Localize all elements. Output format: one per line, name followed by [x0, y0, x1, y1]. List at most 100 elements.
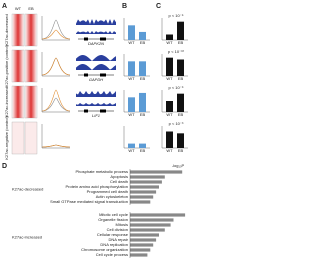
category-label: EB: [178, 76, 184, 81]
category-label: WT: [166, 112, 173, 117]
category-label: EB: [178, 148, 184, 153]
gene-label: DAPK2N: [88, 41, 104, 46]
term-label: Phosphate metabolic process: [76, 169, 128, 174]
bar: [128, 61, 135, 76]
bar: [166, 131, 173, 148]
bar: [130, 190, 157, 194]
exon: [84, 73, 88, 77]
bar: [128, 25, 135, 40]
heatmap: [11, 85, 25, 119]
category-label: WT: [128, 148, 135, 153]
bar: [130, 185, 159, 189]
panel-letter: C: [156, 3, 161, 10]
exon: [84, 37, 88, 41]
bar: [130, 253, 148, 257]
gene-label: LIF1: [92, 113, 100, 118]
axis-label: -log₁₀P: [172, 163, 185, 168]
profile-line: [41, 19, 71, 40]
profile-line: [41, 97, 71, 112]
category-label: WT: [166, 148, 173, 153]
category-label: WT: [128, 112, 135, 117]
term-label: Apoptosis: [110, 174, 128, 179]
term-label: Protein amino acid phosphorylation: [66, 184, 128, 189]
bar: [166, 57, 173, 76]
group-label: K27ac-increased: [12, 235, 42, 240]
exon: [100, 109, 106, 113]
bar: [130, 195, 154, 199]
bar: [130, 248, 151, 252]
category-label: EB: [140, 40, 146, 45]
profile-line: [41, 29, 71, 40]
heatmap: [24, 85, 38, 119]
term-label: DNA repair: [108, 237, 128, 242]
bar: [130, 243, 154, 247]
heatmap: [24, 13, 38, 47]
term-label: Mitosis: [116, 222, 128, 227]
bar: [177, 133, 184, 148]
track: [76, 19, 116, 25]
category-label: EB: [140, 76, 146, 81]
heatmap: [11, 121, 25, 155]
bar: [128, 97, 135, 112]
track: [76, 64, 116, 70]
p-value: p < 10⁻³: [169, 121, 184, 126]
bar: [130, 170, 183, 174]
term-label: Cellular response: [97, 232, 129, 237]
row-label: K27ac-decreased: [4, 14, 9, 45]
group-label: K27ac-decreased: [12, 187, 43, 192]
bar: [130, 213, 186, 217]
bar: [130, 238, 157, 242]
profile-line: [41, 57, 71, 76]
row-label: K27ac-positive (control): [4, 44, 9, 87]
bar: [130, 180, 162, 184]
figure: A B C D -log₁₀P WT EB K27ac-decreased DAPK2…: [2, 3, 188, 258]
category-label: WT: [128, 76, 135, 81]
bar: [130, 223, 171, 227]
bar: [177, 59, 184, 76]
heatmap: [24, 121, 38, 155]
heatmap: [11, 49, 25, 83]
exon: [100, 73, 106, 77]
category-label: EB: [178, 112, 184, 117]
term-label: Actin cytoskeleton: [96, 194, 128, 199]
profile-line: [41, 89, 71, 112]
term-label: Small GTPase mediated signal transductio…: [50, 199, 128, 204]
column-label: WT: [15, 6, 22, 11]
track: [76, 31, 116, 34]
panel-letter: B: [122, 3, 127, 10]
p-value: p < 10⁻⁵: [168, 13, 183, 18]
category-label: WT: [128, 40, 135, 45]
bar: [139, 61, 146, 76]
category-label: WT: [166, 40, 173, 45]
heatmap: [11, 13, 25, 47]
column-label: EB: [28, 6, 34, 11]
bar: [130, 175, 165, 179]
term-label: Programmed cell death: [87, 189, 128, 194]
bar: [130, 218, 174, 222]
term-label: Cell death: [110, 179, 128, 184]
track: [76, 91, 116, 97]
term-label: Mitotic cell cycle: [99, 212, 129, 217]
heatmap: [24, 49, 38, 83]
category-label: WT: [166, 76, 173, 81]
bar: [166, 34, 173, 40]
gene-label: GAPDH: [89, 77, 103, 82]
row-label: K27ac-increased: [4, 87, 9, 117]
bar: [130, 200, 151, 204]
term-label: Cell cycle process: [96, 252, 128, 257]
exon: [100, 37, 106, 41]
term-label: Organelle fission: [98, 217, 128, 222]
bar: [128, 143, 135, 148]
bar: [139, 92, 146, 112]
bar: [177, 21, 184, 40]
profile-line: [41, 144, 71, 148]
term-label: DNA replication: [100, 242, 128, 247]
p-value: p < 10⁻⁶: [169, 85, 184, 90]
category-label: EB: [178, 40, 184, 45]
bar: [177, 93, 184, 112]
track: [76, 55, 116, 61]
category-label: EB: [140, 148, 146, 153]
category-label: EB: [140, 112, 146, 117]
bar: [130, 233, 159, 237]
term-label: Cell division: [107, 227, 128, 232]
